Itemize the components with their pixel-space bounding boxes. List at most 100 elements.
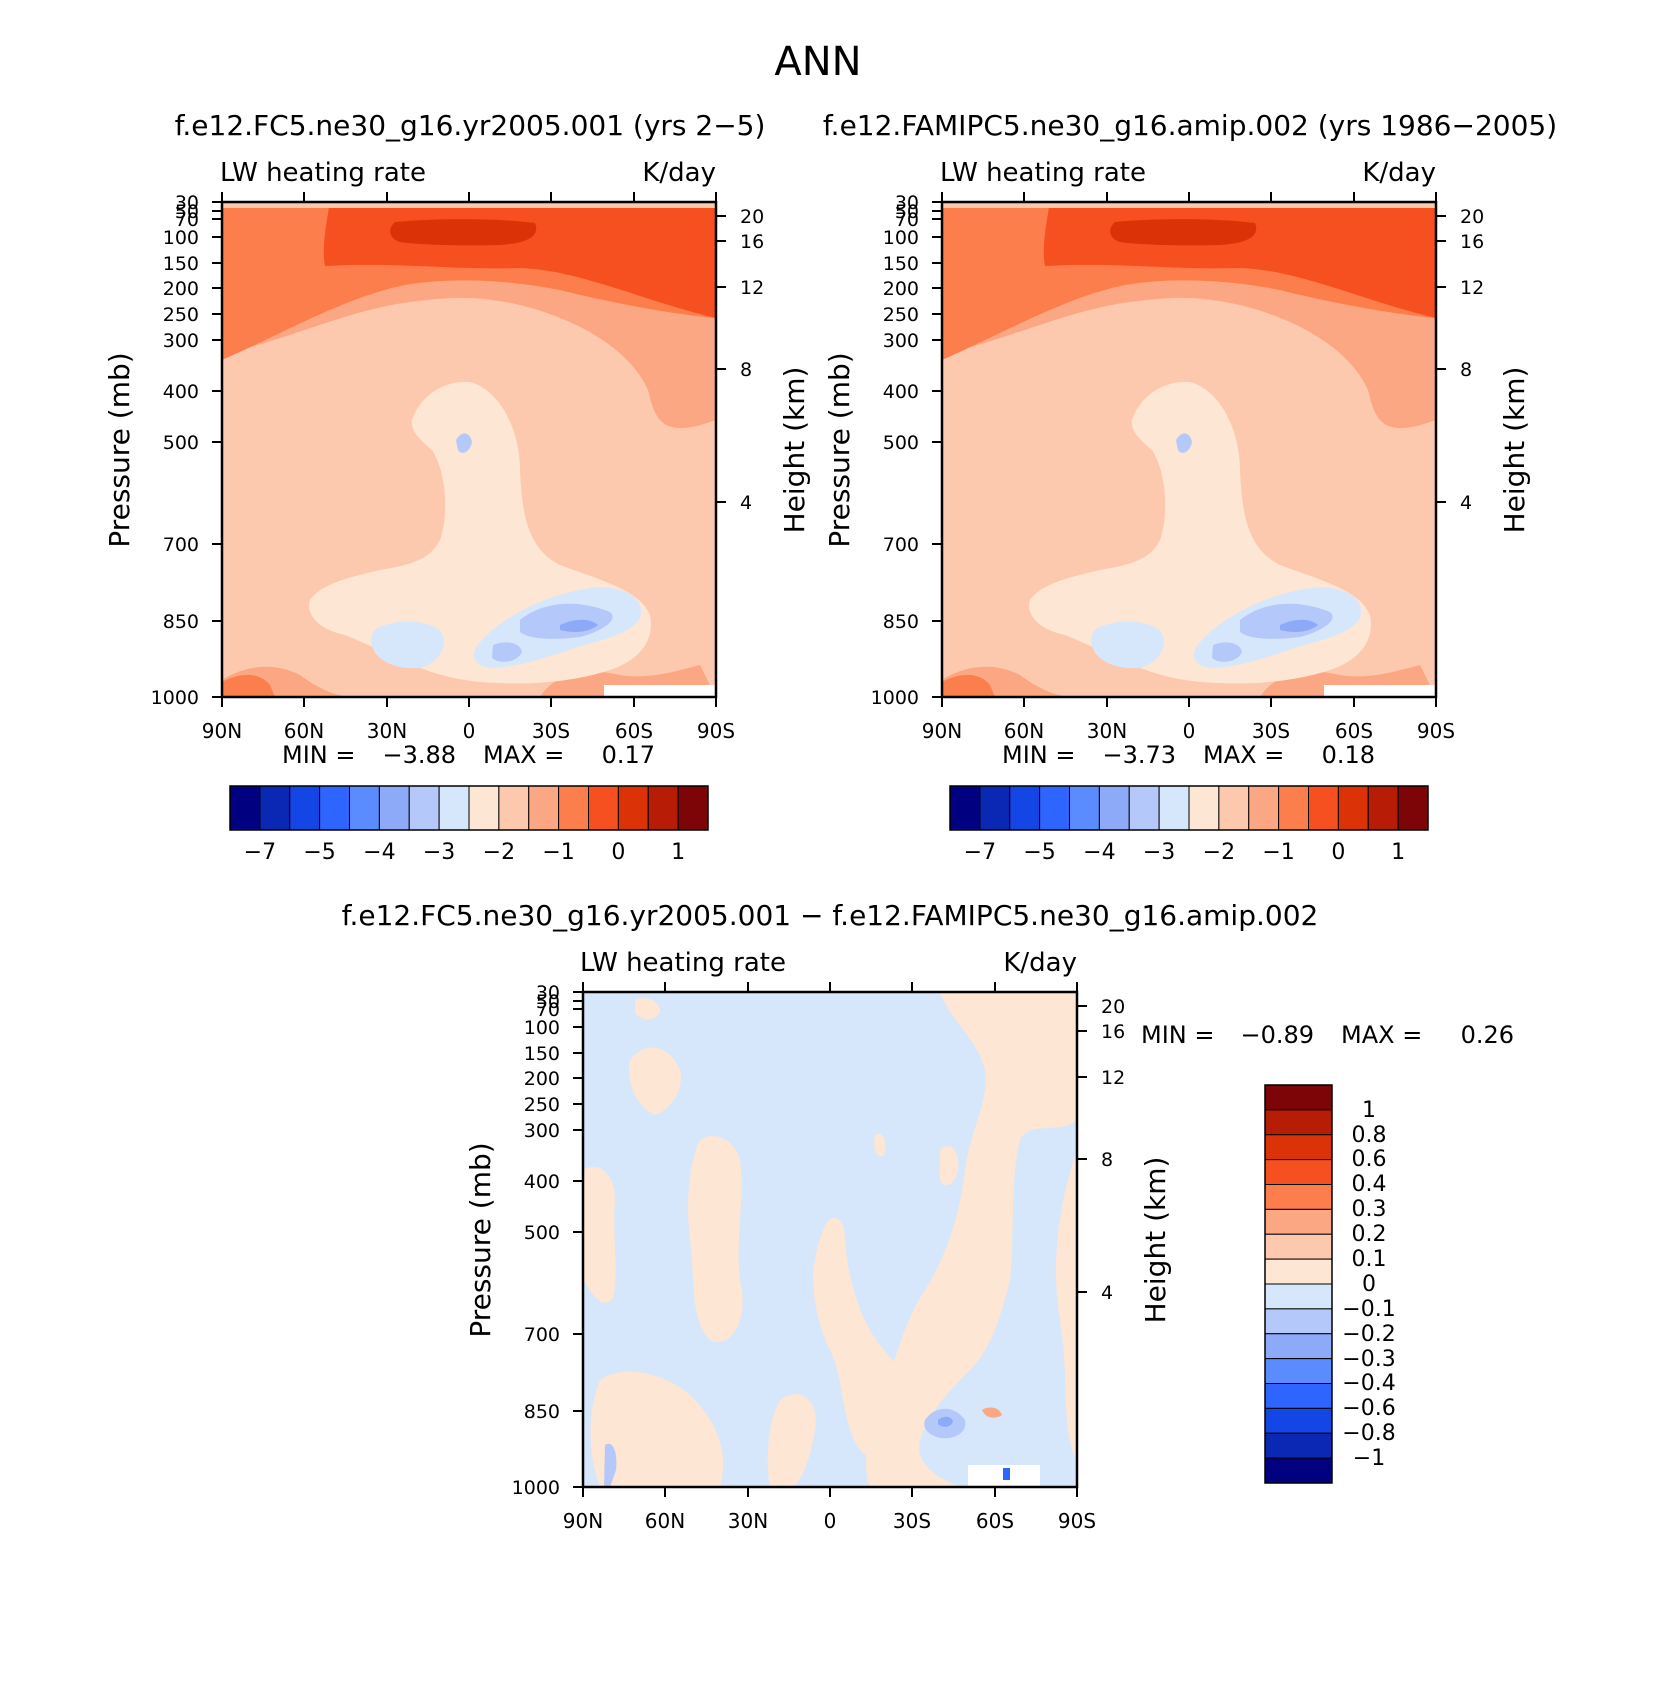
height-tick-label: 12 [1460, 277, 1484, 299]
y-tick: 50 [895, 201, 942, 223]
colorbar-cell [979, 785, 1011, 831]
max-value: 0.18 [1322, 741, 1375, 769]
y-tick-label: 1000 [151, 687, 199, 709]
colorbar-label: −0.2 [1342, 1322, 1395, 1347]
y-tick: 400 [524, 1171, 583, 1193]
height-tick: 12 [716, 277, 764, 299]
x-tick-label: 30N [728, 1509, 768, 1533]
y-tick-label: 500 [883, 432, 919, 454]
y-tick-label: 150 [524, 1043, 560, 1065]
colorbar-label: 0 [1331, 840, 1345, 865]
panel-difference: f.e12.FC5.ne30_g16.yr2005.001 − f.e12.FA… [342, 899, 1514, 1533]
y-tick: 1000 [512, 1477, 583, 1499]
x-tick-label: 30S [893, 1509, 931, 1533]
x-tick: 30N [728, 982, 768, 1533]
max-label: MAX = [1203, 741, 1284, 769]
colorbar-label: −4 [363, 840, 395, 865]
y-tick-label: 400 [524, 1171, 560, 1193]
colorbar-label: 0.1 [1352, 1247, 1387, 1272]
min-label: MIN = [1002, 741, 1075, 769]
colorbar-label: −2 [1203, 840, 1235, 865]
variable-label: LW heating rate [940, 158, 1146, 188]
height-tick-label: 20 [1101, 996, 1125, 1018]
colorbar-label: −0.3 [1342, 1347, 1395, 1372]
colorbar-cell [1039, 785, 1070, 831]
height-tick-label: 8 [1460, 359, 1472, 381]
colorbar-label: −5 [1023, 840, 1055, 865]
colorbar-cell [1264, 1432, 1333, 1459]
y-tick-label: 850 [524, 1401, 560, 1423]
height-tick: 20 [716, 206, 764, 228]
colorbar-cell [1397, 785, 1429, 831]
y-tick: 850 [163, 611, 222, 633]
colorbar-label: −1 [542, 840, 574, 865]
colorbar-cell [1337, 785, 1369, 831]
colorbar-cell [1264, 1184, 1333, 1210]
y-tick-label: 200 [883, 278, 919, 300]
height-tick: 20 [1077, 996, 1125, 1018]
x-tick: 90N [563, 982, 603, 1533]
y-tick-label: 200 [524, 1068, 560, 1090]
colorbar-cell [1264, 1333, 1333, 1360]
height-tick-label: 20 [740, 206, 764, 228]
y-tick: 100 [883, 227, 942, 249]
y-tick-label: 850 [883, 611, 919, 633]
y-tick-label: 70 [175, 209, 199, 231]
y-tick-label: 100 [883, 227, 919, 249]
height-tick: 16 [1077, 1021, 1125, 1043]
y-tick: 150 [163, 253, 222, 275]
y-tick-label: 250 [883, 304, 919, 326]
colorbar-cell [1264, 1208, 1333, 1235]
x-tick: 60N [284, 192, 324, 743]
height-axis: 20 16 12 8 4 [716, 206, 764, 514]
y-tick-label: 850 [163, 611, 199, 633]
y-tick: 30 [536, 982, 583, 1004]
max-value: 0.26 [1461, 1021, 1514, 1049]
units-label: K/day [1003, 948, 1077, 978]
x-tick: 30S [893, 982, 931, 1533]
colorbar-cell [1264, 1159, 1333, 1185]
y-tick-label: 150 [163, 253, 199, 275]
height-tick-label: 16 [1460, 231, 1484, 253]
x-tick-label: 60N [284, 719, 324, 743]
colorbar-cell [498, 785, 530, 831]
height-tick-label: 16 [1101, 1021, 1125, 1043]
colorbar-label: 0.4 [1352, 1172, 1387, 1197]
x-tick-label: 0 [1183, 719, 1196, 743]
height-tick-label: 12 [740, 277, 764, 299]
colorbar [1264, 1084, 1333, 1484]
colorbar-frame [1264, 1084, 1333, 1484]
y-tick: 700 [883, 534, 942, 556]
panel-obs: f.e12.FAMIPC5.ne30_g16.amip.002 (yrs 198… [823, 109, 1557, 865]
y-axis-title-right: Height (km) [1498, 367, 1531, 534]
colorbar-labels: −7 −5 −4 −3 −2 −1 0 1 [244, 840, 685, 865]
y-tick: 100 [524, 1017, 583, 1039]
x-tick: 60N [645, 982, 685, 1533]
y-tick-label: 30 [175, 192, 199, 214]
y-axis-title-right: Height (km) [778, 367, 811, 534]
panel-model: f.e12.FC5.ne30_g16.yr2005.001 (yrs 2−5) … [103, 109, 811, 865]
colorbar-cell [319, 785, 350, 831]
x-tick: 90S [1058, 982, 1096, 1533]
colorbar-cell [468, 785, 500, 831]
y-tick: 150 [524, 1043, 583, 1065]
height-tick-label: 20 [1460, 206, 1484, 228]
y-tick: 200 [524, 1068, 583, 1090]
y-tick: 30 [175, 192, 222, 214]
colorbar-label: 1 [1391, 840, 1405, 865]
colorbar-label: 1 [671, 840, 685, 865]
y-tick-label: 150 [883, 253, 919, 275]
colorbar-labels: −7 −5 −4 −3 −2 −1 0 1 [964, 840, 1405, 865]
y-tick-label: 50 [536, 991, 560, 1013]
x-tick: 30N [367, 192, 407, 743]
x-tick-label: 30S [1252, 719, 1290, 743]
y-tick: 50 [536, 991, 583, 1013]
colorbar-cell [259, 785, 291, 831]
colorbar-cell [1128, 785, 1160, 831]
colorbar-label: −0.8 [1342, 1421, 1395, 1446]
colorbar-cell [1264, 1258, 1333, 1285]
height-tick: 8 [1436, 359, 1472, 381]
x-tick-label: 90N [922, 719, 962, 743]
min-value: −0.89 [1240, 1021, 1314, 1049]
y-tick-label: 200 [163, 278, 199, 300]
